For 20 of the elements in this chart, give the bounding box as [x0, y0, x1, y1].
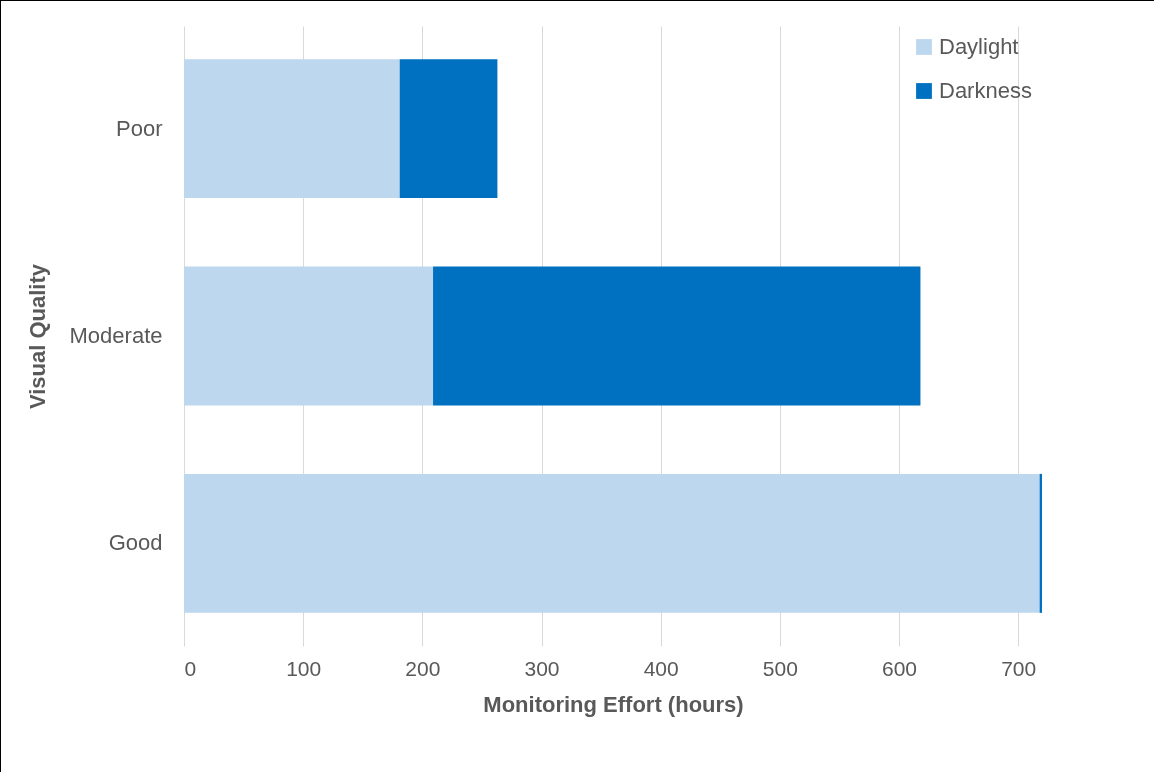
- y-tick-label: Moderate: [69, 323, 163, 348]
- x-tick-label: 400: [643, 656, 679, 680]
- x-tick-label: 600: [881, 656, 918, 680]
- bar: [399, 59, 498, 199]
- x-tick-label: 0: [184, 656, 197, 680]
- bar: [184, 266, 434, 406]
- legend-label: Darkness: [939, 78, 1032, 103]
- bar: [184, 473, 1040, 613]
- bar: [433, 266, 921, 406]
- x-tick-label: 200: [405, 656, 441, 680]
- bar: [184, 59, 400, 199]
- x-tick-label: 500: [762, 656, 798, 680]
- x-tick-label: 100: [286, 656, 322, 680]
- x-tick-label: 300: [524, 656, 560, 680]
- y-tick-label: Good: [108, 530, 163, 556]
- x-tick-label: 700: [1001, 656, 1037, 680]
- y-axis-title: Visual Quality: [24, 263, 50, 410]
- legend-label: Daylight: [939, 34, 1019, 59]
- x-axis-title: Monitoring Effort (hours): [483, 691, 744, 717]
- y-tick-label: Poor: [116, 115, 163, 141]
